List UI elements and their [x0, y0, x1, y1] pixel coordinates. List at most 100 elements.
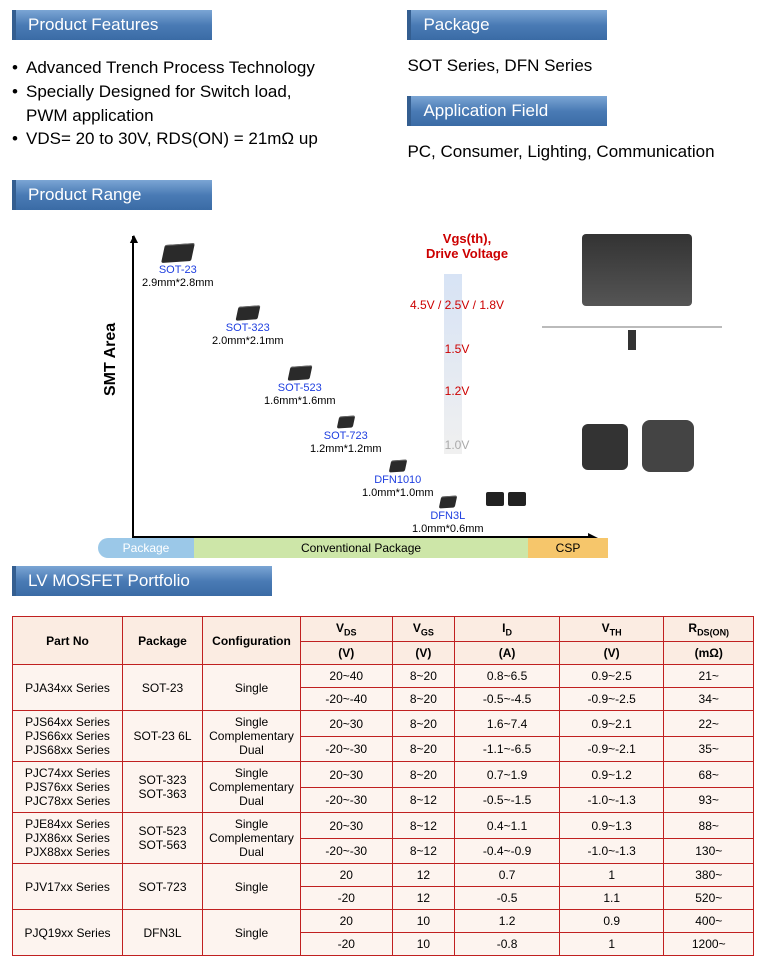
package-axis-bar: Package Conventional Package CSP — [98, 538, 608, 558]
cell: 400~ — [664, 910, 754, 933]
cell: 1 — [559, 933, 664, 956]
cell: 20 — [301, 864, 393, 887]
feature-3: VDS= 20 to 30V, RDS(ON) = 21mΩ up — [26, 127, 318, 151]
step-dim: 1.0mm*0.6mm — [412, 523, 484, 536]
header-portfolio: LV MOSFET Portfolio — [12, 566, 272, 596]
table-row: PJA34xx Series SOT-23 Single 20~408~200.… — [13, 665, 754, 688]
y-axis — [132, 236, 134, 536]
cell: 0.9~2.5 — [559, 665, 664, 688]
step-sot323: SOT-323 2.0mm*2.1mm — [212, 306, 284, 347]
table-row: PJS64xx SeriesPJS66xx SeriesPJS68xx Seri… — [13, 711, 754, 737]
cell-pkg: DFN3L — [123, 910, 203, 956]
table-row: PJV17xx Series SOT-723 Single 20120.7138… — [13, 864, 754, 887]
cell: 1200~ — [664, 933, 754, 956]
th-id: ID — [455, 617, 560, 642]
cell: -20~-30 — [301, 736, 393, 762]
bar-csp-label: CSP — [528, 538, 608, 558]
cell: 8~20 — [392, 665, 455, 688]
th-vth: VTH — [559, 617, 664, 642]
cell: 0.9~1.2 — [559, 762, 664, 788]
cell: 1 — [559, 864, 664, 887]
cell: 8~12 — [392, 787, 455, 813]
th-partno: Part No — [13, 617, 123, 665]
step-sot23: SOT-23 2.9mm*2.8mm — [142, 244, 214, 289]
feature-2: Specially Designed for Switch load, — [26, 80, 292, 104]
header-package: Package — [407, 10, 607, 40]
cell-part: PJA34xx Series — [13, 665, 123, 711]
vgs-v4: 1.0V — [412, 438, 502, 452]
cell: 20~40 — [301, 665, 393, 688]
cell-cfg: Single — [203, 864, 301, 910]
header-appfield: Application Field — [407, 96, 607, 126]
cell: 8~20 — [392, 762, 455, 788]
th-config: Configuration — [203, 617, 301, 665]
bar-conventional-label: Conventional Package — [194, 538, 528, 558]
cell: 10 — [392, 933, 455, 956]
feature-2b: PWM application — [26, 104, 154, 128]
cell: -0.5 — [455, 887, 560, 910]
cell: 8~12 — [392, 838, 455, 864]
cell: 8~20 — [392, 688, 455, 711]
cell: 34~ — [664, 688, 754, 711]
cell-cfg: Single — [203, 910, 301, 956]
cell: 8~20 — [392, 711, 455, 737]
device-cable-icon — [542, 326, 722, 328]
cell: 8~12 — [392, 813, 455, 839]
th-vds: VDS — [301, 617, 393, 642]
cell: -20 — [301, 887, 393, 910]
cell: 20~30 — [301, 711, 393, 737]
step-dfn3l: DFN3L 1.0mm*0.6mm — [412, 496, 484, 535]
cell: 88~ — [664, 813, 754, 839]
cell: -0.8 — [455, 933, 560, 956]
step-name: SOT-723 — [310, 430, 382, 443]
cell: -20~-40 — [301, 688, 393, 711]
vgs-heading: Vgs(th),Drive Voltage — [412, 231, 522, 261]
product-range-diagram: SMT Area ▲ ▶ SOT-23 2.9mm*2.8mm SOT-323 … — [12, 226, 752, 566]
step-name: DFN1010 — [362, 474, 434, 487]
cell: 22~ — [664, 711, 754, 737]
top-row: Product Features •Advanced Trench Proces… — [12, 10, 763, 176]
cell-part: PJQ19xx Series — [13, 910, 123, 956]
step-name: SOT-523 — [264, 382, 336, 395]
cell: 0.7 — [455, 864, 560, 887]
right-col: Package SOT Series, DFN Series Applicati… — [407, 10, 763, 176]
step-dim: 1.6mm*1.6mm — [264, 395, 336, 408]
cell-pkg: SOT-323SOT-363 — [123, 762, 203, 813]
cell-part: PJC74xx SeriesPJS76xx SeriesPJC78xx Seri… — [13, 762, 123, 813]
unit-vgs: (V) — [392, 642, 455, 665]
cell-part: PJE84xx SeriesPJX86xx SeriesPJX88xx Seri… — [13, 813, 123, 864]
cell: 0.7~1.9 — [455, 762, 560, 788]
th-package: Package — [123, 617, 203, 665]
package-text: SOT Series, DFN Series — [407, 56, 763, 76]
cell: 93~ — [664, 787, 754, 813]
feature-1: Advanced Trench Process Technology — [26, 56, 315, 80]
cell: 0.4~1.1 — [455, 813, 560, 839]
chip-icon — [438, 495, 457, 508]
features-list: •Advanced Trench Process Technology •Spe… — [12, 56, 377, 151]
th-rds: RDS(ON) — [664, 617, 754, 642]
cell: -0.4~-0.9 — [455, 838, 560, 864]
step-dim: 1.2mm*1.2mm — [310, 443, 382, 456]
cell: 0.9~2.1 — [559, 711, 664, 737]
cell: 12 — [392, 887, 455, 910]
cell: -20~-30 — [301, 838, 393, 864]
device-tablet-icon — [582, 234, 692, 306]
csp-chips-icon — [486, 492, 530, 520]
step-sot523: SOT-523 1.6mm*1.6mm — [264, 366, 336, 407]
cell: -20~-30 — [301, 787, 393, 813]
cell-part: PJV17xx Series — [13, 864, 123, 910]
vgs-v2: 1.5V — [412, 342, 502, 356]
cell-pkg: SOT-23 6L — [123, 711, 203, 762]
y-axis-label: SMT Area — [102, 323, 120, 396]
cell: 12 — [392, 864, 455, 887]
cell: -0.9~-2.1 — [559, 736, 664, 762]
portfolio-table-wrap: Part No Package Configuration VDS VGS ID… — [12, 616, 763, 956]
device-plug-icon — [628, 330, 636, 350]
features-col: Product Features •Advanced Trench Proces… — [12, 10, 377, 176]
step-dim: 2.9mm*2.8mm — [142, 277, 214, 290]
cell: 1.1 — [559, 887, 664, 910]
cell: 21~ — [664, 665, 754, 688]
cell-pkg: SOT-523SOT-563 — [123, 813, 203, 864]
header-range: Product Range — [12, 180, 212, 210]
device-watches-icon — [572, 416, 712, 478]
